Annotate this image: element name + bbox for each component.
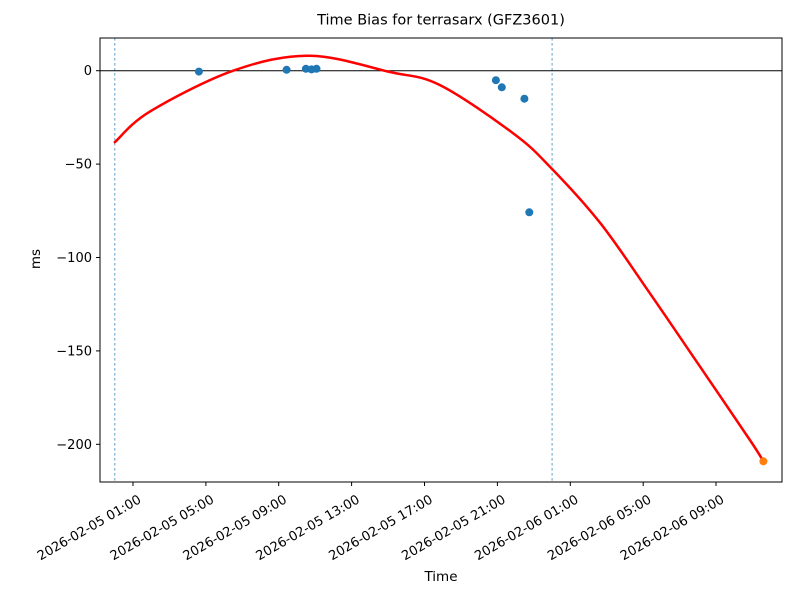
tick-marks	[96, 70, 717, 486]
y-tick-label: 0	[84, 64, 92, 79]
measurements-point	[282, 65, 291, 74]
prediction-point	[759, 457, 768, 466]
y-tick-label: −50	[65, 158, 92, 173]
x-axis-label: Time	[423, 569, 457, 585]
fit-curve-path	[113, 54, 765, 463]
measurements-point	[194, 67, 203, 76]
fit-curve	[113, 54, 765, 463]
axes-border	[99, 37, 783, 483]
y-tick-label: −200	[56, 438, 92, 453]
day-boundary-lines	[114, 38, 553, 482]
chart-title: Time Bias for terrasarx (GFZ3601)	[316, 13, 565, 29]
measurements-point	[491, 76, 500, 85]
y-tick-labels: 0 −50 −100 −150 −200	[56, 64, 92, 453]
y-tick-label: −100	[56, 251, 92, 266]
y-tick-label: −150	[56, 344, 92, 359]
measurements-point	[497, 83, 506, 92]
measurements-point	[525, 208, 534, 217]
scatter-points	[194, 64, 768, 466]
axes-border-rect	[99, 37, 783, 483]
measurements-point	[520, 94, 529, 103]
measurements-point	[312, 64, 321, 73]
y-axis-label: ms	[28, 249, 44, 269]
